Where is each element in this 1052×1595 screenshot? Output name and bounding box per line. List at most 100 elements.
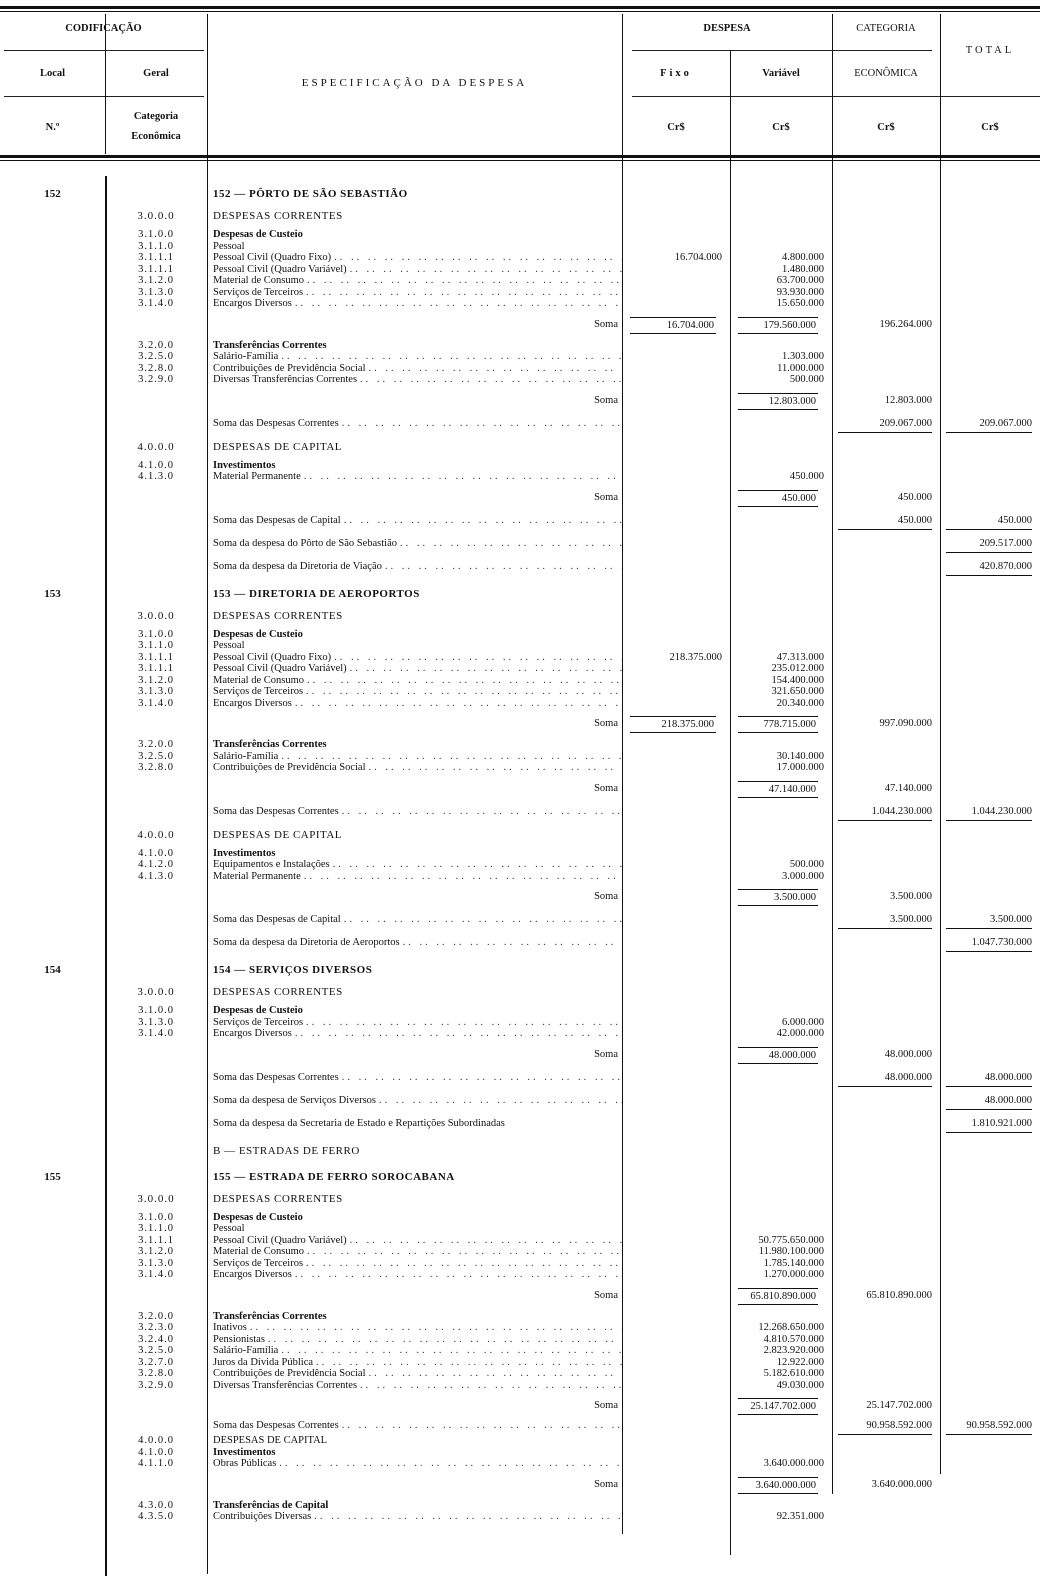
expense-specification: Pessoal bbox=[207, 640, 622, 652]
fixo-amount bbox=[622, 675, 730, 687]
table-row-item: 4.3.5.0 Contribuições Diversas.. .. .. ..… bbox=[0, 1511, 1040, 1523]
total-amount bbox=[940, 186, 1040, 202]
variavel-amount: 2.823.920.000 bbox=[730, 1345, 832, 1357]
variavel-amount bbox=[730, 1223, 832, 1235]
categoria-economica-amount bbox=[832, 1223, 940, 1235]
fixo-amount bbox=[622, 1322, 730, 1334]
total-amount bbox=[940, 1398, 1040, 1415]
variavel-amount: 42.000.000 bbox=[730, 1028, 832, 1040]
expense-specification: Pessoal Civil (Quadro Fixo).. .. .. .. .… bbox=[207, 252, 622, 264]
variavel-amount: 15.650.000 bbox=[730, 298, 832, 310]
categoria-economica-amount: 3.640.000.000 bbox=[832, 1477, 940, 1494]
total-amount bbox=[940, 652, 1040, 664]
category-code-value: 3.0.0.0 bbox=[137, 1192, 175, 1205]
total-amount bbox=[940, 1511, 1040, 1523]
fixo-amount bbox=[622, 351, 730, 363]
table-row-item: 3.1.4.0 Encargos Diversos.. .. .. .. .. .… bbox=[0, 698, 1040, 710]
variavel-amount-value: 179.560.000 bbox=[738, 316, 818, 334]
category-code-value: 4.0.0.0 bbox=[138, 1435, 174, 1446]
variavel-amount-value: 5.182.610.000 bbox=[763, 1368, 824, 1379]
table-row-soma: Soma 450.000 450.000 bbox=[0, 489, 1040, 507]
fixo-amount bbox=[622, 1418, 730, 1435]
local-number bbox=[0, 1005, 105, 1017]
category-code-value: 4.0.0.0 bbox=[137, 440, 175, 453]
specification-text: Soma das Despesas de Capital bbox=[213, 914, 341, 925]
fixo-amount bbox=[622, 663, 730, 675]
fixo-amount bbox=[622, 935, 730, 952]
fixo-amount bbox=[622, 1047, 730, 1064]
category-code bbox=[105, 781, 207, 798]
category-code: 4.3.0.0 bbox=[105, 1500, 207, 1512]
variavel-amount: 20.340.000 bbox=[730, 698, 832, 710]
category-code-value: 4.1.3.0 bbox=[138, 870, 174, 882]
expense-specification: DESPESAS CORRENTES bbox=[207, 985, 622, 999]
category-code: 3.2.5.0 bbox=[105, 1345, 207, 1357]
local-number bbox=[0, 1246, 105, 1258]
variavel-amount: 12.803.000 bbox=[730, 392, 832, 410]
specification-text: DESPESAS CORRENTES bbox=[213, 1192, 343, 1205]
total-amount-value: 209.517.000 bbox=[946, 536, 1032, 553]
total-amount bbox=[940, 440, 1040, 454]
variavel-amount bbox=[730, 962, 832, 978]
fixo-amount bbox=[622, 1311, 730, 1323]
category-code-value: 3.1.0.0 bbox=[138, 1005, 174, 1016]
categoria-economica-amount-value: 997.090.000 bbox=[879, 718, 933, 729]
category-code bbox=[105, 1418, 207, 1435]
category-code-value: 3.1.3.0 bbox=[138, 686, 174, 697]
expense-specification: Contribuições Diversas.. .. .. .. .. .. … bbox=[207, 1511, 622, 1523]
variavel-amount: 47.140.000 bbox=[730, 780, 832, 798]
total-amount bbox=[940, 490, 1040, 507]
fixo-amount bbox=[622, 1116, 730, 1133]
dot-leader: .. .. .. .. .. .. .. .. .. .. .. .. .. .… bbox=[314, 1511, 622, 1522]
categoria-economica-amount bbox=[832, 1380, 940, 1392]
categoria-economica-amount bbox=[832, 1357, 940, 1369]
expense-specification: Soma bbox=[207, 1398, 622, 1415]
total-amount bbox=[940, 859, 1040, 871]
total-amount bbox=[940, 640, 1040, 652]
variavel-amount-value: 11.000.000 bbox=[777, 362, 824, 374]
dot-leader: .. .. .. .. .. .. .. .. .. .. .. .. .. .… bbox=[249, 1322, 622, 1333]
total-amount bbox=[940, 1005, 1040, 1017]
specification-text: Serviços de Terceiros bbox=[213, 1257, 304, 1269]
category-code-value: 4.1.2.0 bbox=[138, 859, 174, 870]
expense-specification: DESPESAS CORRENTES bbox=[207, 209, 622, 223]
dot-leader: .. .. .. .. .. .. .. .. .. .. .. .. .. .… bbox=[294, 1028, 622, 1039]
expense-specification: Soma bbox=[207, 716, 622, 733]
category-code bbox=[105, 1047, 207, 1064]
local-number bbox=[0, 351, 105, 363]
table-row-item: 4.1.2.0 Equipamentos e Instalações.. .. .… bbox=[0, 859, 1040, 871]
variavel-amount: 5.182.610.000 bbox=[730, 1368, 832, 1380]
fixo-amount bbox=[622, 686, 730, 698]
category-code-value: 3.1.0.0 bbox=[138, 1211, 174, 1223]
total-amount: 48.000.000 bbox=[940, 1070, 1040, 1087]
dot-leader: .. .. .. .. .. .. .. .. .. .. .. .. .. .… bbox=[368, 362, 622, 374]
variavel-amount: 3.640.000.000 bbox=[730, 1476, 832, 1494]
variavel-amount: 3.640.000.000 bbox=[730, 1458, 832, 1470]
local-number bbox=[0, 363, 105, 375]
variavel-amount-value: 12.922.000 bbox=[776, 1356, 824, 1368]
variavel-amount-value: 1.270.000.000 bbox=[763, 1269, 824, 1280]
specification-text: Equipamentos e Instalações bbox=[213, 859, 330, 870]
local-number bbox=[0, 1028, 105, 1040]
category-code: 3.1.0.0 bbox=[105, 229, 207, 241]
table-row-soma: Soma 65.810.890.000 65.810.890.000 bbox=[0, 1287, 1040, 1305]
local-number bbox=[0, 1192, 105, 1206]
categoria-economica-amount bbox=[832, 241, 940, 253]
category-code: 3.1.2.0 bbox=[105, 1246, 207, 1258]
expense-specification: DESPESAS CORRENTES bbox=[207, 1192, 622, 1206]
category-code bbox=[105, 186, 207, 202]
fixo-amount-value: 16.704.000 bbox=[630, 316, 716, 334]
specification-text: Diversas Transferências Correntes bbox=[213, 1379, 358, 1391]
table-row-item: 3.2.8.0 Contribuições de Previdência Soci… bbox=[0, 363, 1040, 375]
local-number bbox=[0, 241, 105, 253]
header-currency-categoria: Cr$ bbox=[877, 121, 895, 133]
fixo-amount: 218.375.000 bbox=[622, 652, 730, 664]
fixo-amount bbox=[622, 241, 730, 253]
dot-leader: .. .. .. .. .. .. .. .. .. .. .. .. .. .… bbox=[332, 859, 622, 870]
total-amount bbox=[940, 675, 1040, 687]
local-number bbox=[0, 1500, 105, 1512]
specification-text: Encargos Diversos bbox=[213, 697, 292, 709]
category-code: 4.1.0.0 bbox=[105, 460, 207, 472]
category-code bbox=[105, 393, 207, 410]
categoria-economica-amount bbox=[832, 1511, 940, 1523]
